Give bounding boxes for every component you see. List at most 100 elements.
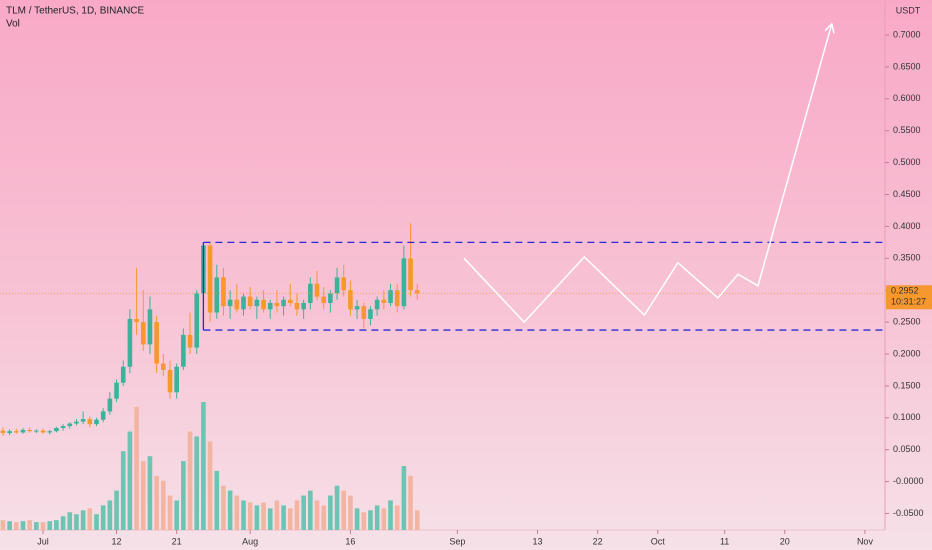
volume-bar bbox=[14, 522, 19, 530]
volume-bar bbox=[127, 431, 133, 530]
candle-body bbox=[27, 429, 32, 432]
volume-bar bbox=[274, 500, 280, 530]
candle-body bbox=[394, 290, 400, 307]
x-tick-label: 12 bbox=[112, 536, 122, 546]
x-tick-label: Nov bbox=[857, 536, 874, 546]
y-unit: USDT bbox=[896, 5, 921, 15]
candle-body bbox=[308, 283, 313, 303]
x-tick-label: Aug bbox=[242, 536, 258, 546]
candle-body bbox=[287, 299, 293, 303]
volume-bar bbox=[348, 495, 353, 530]
y-tick-label: 0.2000 bbox=[893, 348, 921, 358]
volume-bar bbox=[308, 490, 313, 530]
y-tick-label: 0.2500 bbox=[893, 316, 921, 326]
volume-bar bbox=[94, 514, 99, 530]
candle-body bbox=[107, 398, 113, 412]
volume-bar bbox=[100, 505, 106, 530]
volume-bar bbox=[74, 514, 79, 530]
x-tick-label: 22 bbox=[593, 536, 603, 546]
volume-bar bbox=[341, 490, 347, 530]
candle-body bbox=[227, 299, 233, 307]
candle-body bbox=[161, 363, 166, 370]
candle-body bbox=[247, 296, 253, 307]
candle-body bbox=[20, 429, 26, 433]
candle-body bbox=[274, 302, 280, 307]
candle-body bbox=[7, 431, 12, 434]
candle-body bbox=[34, 430, 39, 432]
candle-body bbox=[281, 299, 286, 307]
candle-body bbox=[174, 366, 179, 393]
candle-body bbox=[334, 277, 340, 294]
volume-bar bbox=[261, 502, 266, 530]
candle-body bbox=[321, 296, 326, 303]
candle-body bbox=[100, 411, 106, 420]
volume-bar bbox=[34, 522, 39, 530]
volume-bar bbox=[301, 495, 306, 530]
candle-body bbox=[67, 423, 73, 427]
volume-bar bbox=[187, 431, 193, 530]
volume-bar bbox=[54, 520, 59, 530]
candle-body bbox=[120, 366, 126, 383]
candle-body bbox=[354, 306, 360, 310]
volume-bar bbox=[167, 495, 173, 530]
volume-bar bbox=[120, 451, 126, 530]
y-tick-label: 0.3500 bbox=[893, 253, 921, 263]
volume-bar bbox=[254, 505, 260, 530]
candle-body bbox=[414, 290, 420, 294]
candle-body bbox=[388, 290, 393, 303]
volume-bar bbox=[20, 521, 26, 530]
candle-body bbox=[221, 277, 226, 307]
candle-body bbox=[368, 309, 373, 319]
last-price-box bbox=[886, 285, 932, 310]
volume-bar bbox=[67, 512, 73, 530]
candle-body bbox=[54, 427, 59, 432]
candle-body bbox=[314, 283, 320, 297]
candle-body bbox=[140, 322, 146, 345]
volume-bar bbox=[194, 436, 200, 530]
candle-body bbox=[361, 306, 367, 319]
volume-bar bbox=[321, 505, 326, 530]
candle-body bbox=[301, 302, 306, 310]
volume-bar bbox=[328, 495, 333, 530]
volume-bar bbox=[374, 505, 380, 530]
volume-bar bbox=[154, 475, 159, 530]
volume-bar bbox=[207, 441, 213, 530]
volume-bar bbox=[354, 508, 360, 530]
candle-body bbox=[134, 318, 139, 323]
candle-body bbox=[381, 299, 387, 303]
candle-body bbox=[341, 277, 347, 291]
x-tick-label: 20 bbox=[780, 536, 790, 546]
last-price-label: 0.2952 bbox=[891, 286, 919, 296]
candle-body bbox=[294, 302, 300, 310]
volume-bar bbox=[87, 508, 93, 530]
candle-body bbox=[214, 277, 220, 313]
candle-body bbox=[181, 334, 186, 367]
x-tick-label: Oct bbox=[651, 536, 666, 546]
x-tick-label: Sep bbox=[449, 536, 465, 546]
candle-body bbox=[0, 430, 6, 434]
volume-bar bbox=[368, 510, 373, 530]
volume-bar bbox=[80, 510, 86, 530]
x-tick-label: 16 bbox=[345, 536, 355, 546]
x-tick-label: Jul bbox=[37, 536, 49, 546]
candle-body bbox=[267, 302, 273, 310]
volume-bar bbox=[388, 500, 393, 530]
candle-body bbox=[187, 334, 193, 348]
candle-body bbox=[147, 309, 153, 345]
candle-body bbox=[60, 426, 66, 428]
volume-bar bbox=[314, 500, 320, 530]
volume-bar bbox=[161, 480, 166, 530]
volume-label: Vol bbox=[6, 19, 20, 30]
y-tick-label: 0.1000 bbox=[893, 412, 921, 422]
candle-body bbox=[40, 430, 46, 433]
x-tick-label: 13 bbox=[533, 536, 543, 546]
volume-bar bbox=[334, 485, 340, 530]
candle-body bbox=[154, 322, 159, 364]
candle-body bbox=[241, 296, 246, 310]
chart-title: TLM / TetherUS, 1D, BINANCE bbox=[6, 6, 145, 17]
y-tick-label: 0.1500 bbox=[893, 380, 921, 390]
volume-bar bbox=[401, 466, 407, 530]
y-tick-label: 0.5000 bbox=[893, 157, 921, 167]
